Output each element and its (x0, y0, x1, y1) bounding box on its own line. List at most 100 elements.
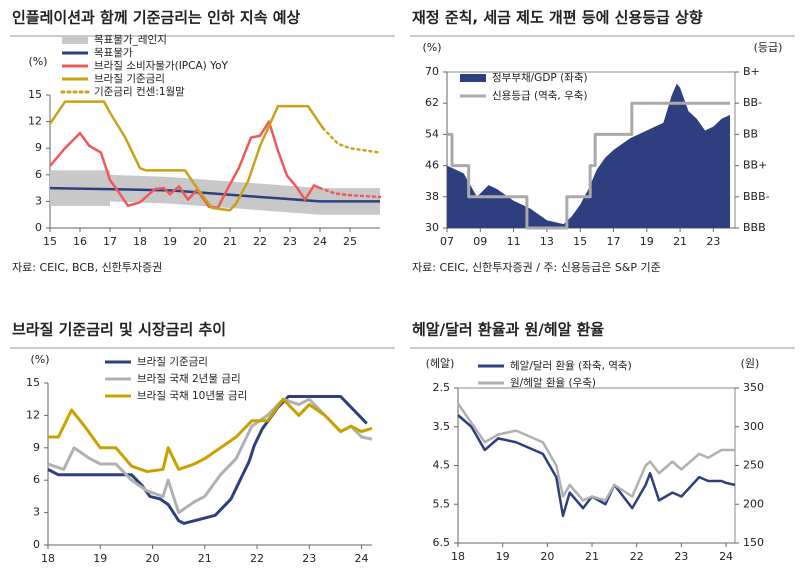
x-tick-label: 13 (540, 235, 554, 248)
x-tick-label: 24 (719, 550, 733, 563)
y2-axis-label: (원) (741, 357, 760, 370)
area (447, 83, 731, 228)
series-line (447, 101, 731, 230)
y-tick-label: 6 (35, 168, 42, 181)
x-tick-label: 21 (223, 235, 237, 248)
y-tick-label: 46 (425, 159, 439, 172)
x-tick-label: 07 (440, 235, 454, 248)
series-line (48, 100, 325, 212)
x-tick-label: 24 (355, 552, 369, 565)
series-line (456, 402, 735, 502)
y-tick-label: 9 (35, 141, 42, 154)
x-tick-label: 20 (540, 550, 554, 563)
x-tick-label: 17 (103, 235, 117, 248)
x-tick-label: 17 (606, 235, 620, 248)
x-tick-label: 19 (640, 235, 654, 248)
x-tick-label: 22 (253, 235, 267, 248)
x-tick-label: 15 (43, 235, 57, 248)
x-tick-label: 25 (343, 235, 357, 248)
series-line (49, 120, 321, 209)
series-line (47, 395, 368, 525)
y2-tick-label: BBB (743, 221, 766, 234)
x-tick-label: 22 (630, 550, 644, 563)
legend-label: 원/헤알 환율 (우축) (510, 376, 596, 389)
x-tick-label: 15 (573, 235, 587, 248)
y-tick-label: 12 (28, 115, 42, 128)
y-axis-label: (%) (30, 353, 49, 366)
x-tick-label: 23 (283, 235, 297, 248)
x-tick-label: 20 (193, 235, 207, 248)
y-tick-label: 54 (425, 127, 439, 140)
y2-tick-label: 250 (743, 459, 764, 472)
x-tick-label: 19 (163, 235, 177, 248)
series-line (457, 414, 736, 518)
x-tick-label: 23 (302, 552, 316, 565)
chart-title: 브라질 기준금리 및 시장금리 추이 (12, 321, 226, 339)
plot-frame (457, 387, 736, 544)
x-tick-label: 18 (41, 552, 55, 565)
chart-title: 헤알/달러 환율과 원/헤알 환율 (412, 321, 604, 339)
x-tick-label: 16 (73, 235, 87, 248)
y2-tick-label: 150 (743, 536, 764, 549)
x-tick-label: 18 (133, 235, 147, 248)
y-tick-label: 2.5 (433, 381, 451, 394)
y-tick-label: 38 (425, 190, 439, 203)
y-tick-label: 6.5 (433, 536, 451, 549)
y-tick-label: 3 (35, 194, 42, 207)
y2-tick-label: 350 (743, 381, 764, 394)
y2-tick-label: BB+ (743, 159, 767, 172)
legend-label: 기준금리 컨센:1월말 (94, 86, 185, 98)
legend-label: 브라질 국채 2년물 금리 (137, 373, 241, 385)
y-tick-label: 4.5 (433, 459, 451, 472)
y-tick-label: 30 (425, 221, 439, 234)
y-axis-label: (%) (28, 55, 47, 68)
y-tick-label: 3 (33, 506, 40, 519)
legend-label: 신용등급 (역축, 우축) (492, 90, 588, 102)
x-tick-label: 11 (507, 235, 521, 248)
x-tick-label: 18 (451, 550, 465, 563)
x-tick-label: 19 (93, 552, 107, 565)
series-line (48, 397, 373, 474)
y2-tick-label: BB (743, 127, 758, 140)
series-line (321, 127, 382, 154)
legend-label: 브라질 기준금리 (137, 356, 208, 368)
legend-label: 브라질 국채 10년물 금리 (137, 390, 247, 402)
legend-label: 목표물가_레인지 (94, 34, 167, 46)
legend-label: 브라질 소비자물가(IPCA) YoY (94, 60, 229, 72)
x-tick-label: 19 (496, 550, 510, 563)
y-tick-label: 0 (33, 538, 40, 551)
chart-title: 인플레이션과 함께 기준금리는 인하 지속 예상 (12, 9, 301, 27)
y-tick-label: 15 (28, 88, 42, 101)
legend-label: 목표물가 (94, 47, 133, 59)
y-tick-label: 70 (425, 65, 439, 78)
legend-label: 정부부채/GDP (좌축) (492, 72, 588, 84)
x-tick-label: 22 (250, 552, 264, 565)
x-tick-label: 21 (673, 235, 687, 248)
y-tick-label: 15 (26, 376, 40, 389)
legend-label: 브라질 기준금리 (94, 73, 165, 85)
x-tick-label: 21 (198, 552, 212, 565)
y-tick-label: 0 (35, 221, 42, 234)
y-tick-label: 9 (33, 441, 40, 454)
y-tick-label: 62 (425, 96, 439, 109)
y2-tick-label: 200 (743, 497, 764, 510)
y-tick-label: 5.5 (433, 497, 451, 510)
y2-tick-label: B+ (743, 65, 760, 78)
source-note: 자료: CEIC, BCB, 신한투자증권 (12, 261, 162, 274)
x-tick-label: 24 (313, 235, 327, 248)
x-tick-label: 23 (706, 235, 720, 248)
legend-swatch (460, 74, 486, 82)
legend-label: 헤알/달러 환율 (좌축, 역축) (510, 359, 632, 372)
y-axis-label: (%) (422, 41, 441, 54)
x-tick-label: 20 (146, 552, 160, 565)
y-tick-label: 6 (33, 473, 40, 486)
y2-tick-label: 300 (743, 420, 764, 433)
y2-tick-label: BBB- (743, 190, 770, 203)
y-tick-label: 3.5 (433, 420, 451, 433)
legend-swatch (62, 36, 88, 44)
y2-tick-label: BB- (743, 96, 762, 109)
chart-title: 재정 준칙, 세금 제도 개편 등에 신용등급 상향 (412, 9, 703, 27)
x-tick-label: 23 (674, 550, 688, 563)
y2-axis-label: (등급) (754, 41, 783, 54)
